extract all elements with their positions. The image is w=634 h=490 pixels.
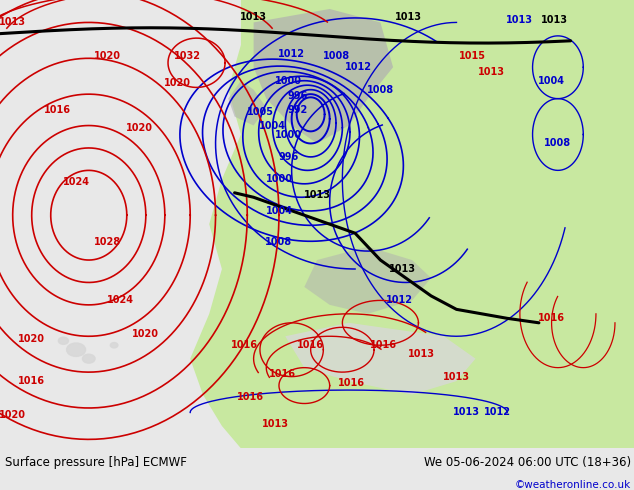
Text: 1013: 1013: [304, 190, 330, 200]
Circle shape: [110, 343, 118, 348]
Text: 1012: 1012: [345, 62, 372, 72]
Text: 1012: 1012: [278, 49, 305, 59]
Text: 1016: 1016: [538, 313, 565, 323]
Text: 1012: 1012: [386, 295, 413, 305]
Text: We 05-06-2024 06:00 UTC (18+36): We 05-06-2024 06:00 UTC (18+36): [424, 456, 631, 469]
Text: 1016: 1016: [237, 392, 264, 402]
Text: 1024: 1024: [107, 295, 134, 305]
Text: 996: 996: [278, 152, 299, 162]
Text: 1016: 1016: [370, 340, 397, 350]
Polygon shape: [228, 81, 266, 125]
Text: 1013: 1013: [443, 371, 470, 382]
Text: 1005: 1005: [247, 107, 273, 117]
Polygon shape: [254, 9, 393, 144]
Text: 1013: 1013: [240, 12, 267, 22]
Text: 1013: 1013: [507, 15, 533, 25]
Text: 1020: 1020: [0, 410, 26, 420]
Text: 1008: 1008: [545, 139, 571, 148]
Text: 1004: 1004: [538, 75, 565, 86]
Text: 1000: 1000: [266, 174, 292, 184]
Text: 1016: 1016: [297, 340, 324, 350]
Text: 1013: 1013: [541, 15, 568, 25]
Text: 1015: 1015: [459, 51, 486, 61]
Text: 1016: 1016: [44, 105, 70, 115]
Text: 1013: 1013: [408, 349, 435, 359]
Polygon shape: [228, 323, 330, 413]
Text: 1013: 1013: [396, 12, 422, 22]
Text: 1000: 1000: [275, 129, 302, 140]
Polygon shape: [285, 323, 476, 394]
Text: ©weatheronline.co.uk: ©weatheronline.co.uk: [515, 480, 631, 490]
Text: 1016: 1016: [339, 378, 365, 389]
Text: 1020: 1020: [164, 78, 191, 88]
Text: 1013: 1013: [453, 408, 479, 417]
Text: 1028: 1028: [94, 237, 121, 247]
Text: 1016: 1016: [231, 340, 257, 350]
Circle shape: [82, 354, 95, 363]
Polygon shape: [190, 0, 634, 448]
Text: 996: 996: [288, 92, 308, 101]
Text: 1012: 1012: [484, 408, 511, 417]
Text: 1013: 1013: [389, 264, 416, 274]
Polygon shape: [304, 246, 431, 314]
Text: 1020: 1020: [133, 329, 159, 339]
Text: 1013: 1013: [0, 18, 26, 27]
Text: 1020: 1020: [18, 334, 45, 343]
Text: 1016: 1016: [269, 369, 295, 379]
Text: Surface pressure [hPa] ECMWF: Surface pressure [hPa] ECMWF: [5, 456, 187, 469]
Text: 1032: 1032: [174, 51, 200, 61]
Text: 1020: 1020: [94, 51, 121, 61]
Text: 1004: 1004: [266, 206, 292, 216]
Text: 1008: 1008: [266, 237, 292, 247]
Text: 992: 992: [288, 105, 308, 115]
Text: 1008: 1008: [323, 51, 349, 61]
Text: 1013: 1013: [262, 418, 289, 429]
Text: 1024: 1024: [63, 176, 89, 187]
Text: 1020: 1020: [126, 123, 153, 133]
Text: 1016: 1016: [18, 376, 45, 386]
Text: 1013: 1013: [478, 67, 505, 77]
Circle shape: [58, 337, 68, 344]
Text: 1004: 1004: [259, 121, 286, 130]
Circle shape: [67, 343, 86, 356]
Text: 1008: 1008: [367, 85, 394, 95]
Text: 1000: 1000: [275, 75, 302, 86]
